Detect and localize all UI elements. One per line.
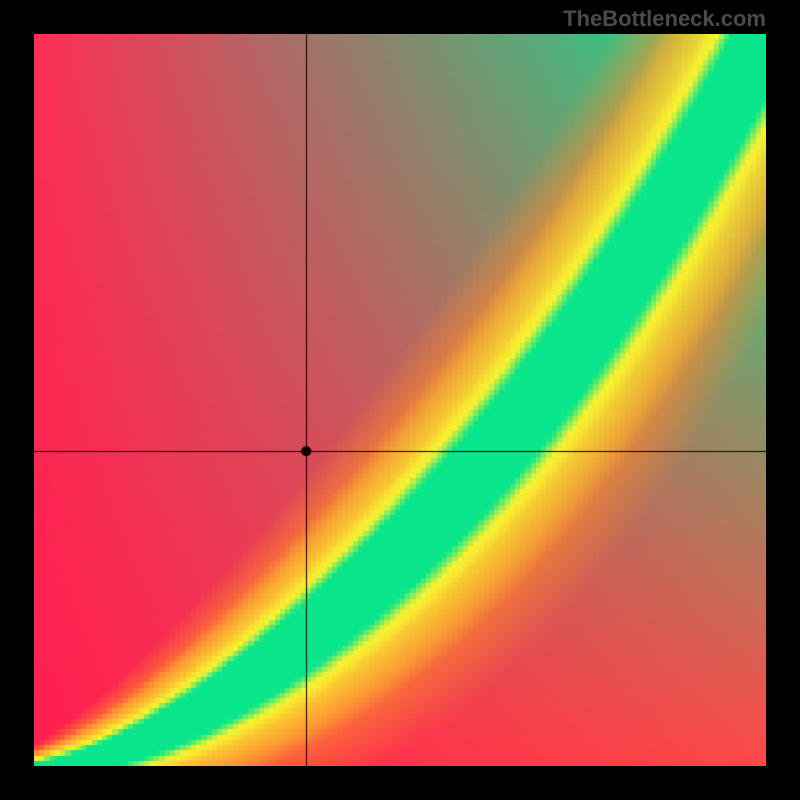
bottleneck-heatmap xyxy=(34,34,766,766)
watermark-text: TheBottleneck.com xyxy=(563,6,766,32)
